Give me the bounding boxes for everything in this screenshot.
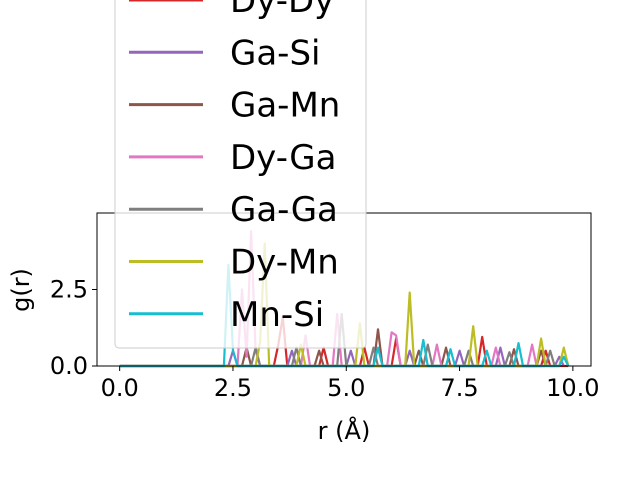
x-tick-label: 7.5 xyxy=(440,374,478,402)
y-axis-label: g(r) xyxy=(7,268,35,312)
legend: Dy-Dy Ga-Si Ga-Mn Dy-Ga Ga-Ga Dy-Mn Mn-Si xyxy=(114,0,367,349)
x-axis-ticks: 0.0 2.5 5.0 7.5 10.0 xyxy=(101,366,600,402)
x-tick-label: 10.0 xyxy=(546,374,599,402)
legend-label: Ga-Mn xyxy=(230,86,340,126)
y-tick-label: 0.0 xyxy=(50,352,88,380)
y-tick-label: 2.5 xyxy=(50,276,88,304)
x-tick-label: 5.0 xyxy=(327,374,365,402)
legend-label: Ga-Si xyxy=(230,33,320,73)
y-axis-ticks: 0.0 2.5 xyxy=(50,276,97,380)
x-tick-label: 0.0 xyxy=(101,374,139,402)
legend-label: Dy-Ga xyxy=(230,138,336,178)
legend-label: Dy-Mn xyxy=(230,243,339,283)
legend-label: Ga-Ga xyxy=(230,190,338,230)
legend-label: Dy-Dy xyxy=(230,0,334,21)
legend-label: Mn-Si xyxy=(230,295,324,335)
x-axis-label: r (Å) xyxy=(318,416,371,445)
x-tick-label: 2.5 xyxy=(214,374,252,402)
